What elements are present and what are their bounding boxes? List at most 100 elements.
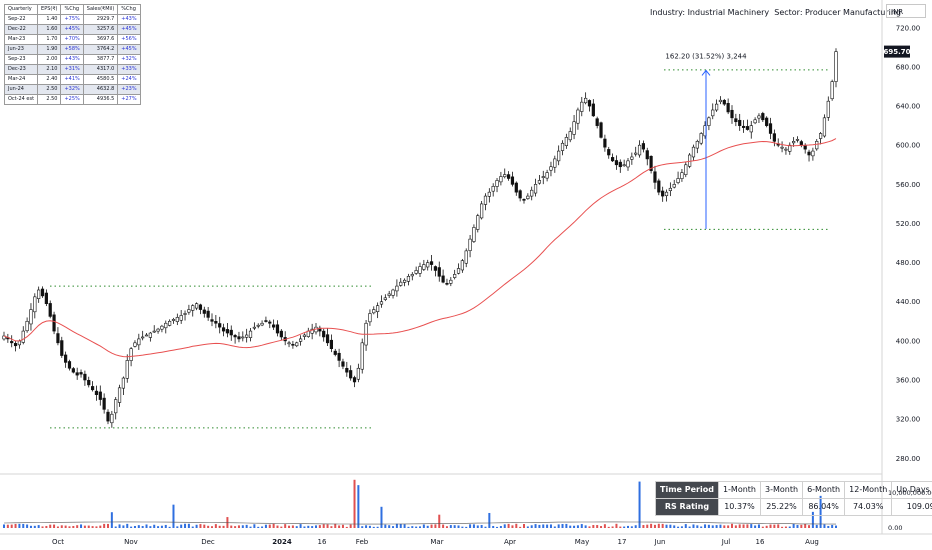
volume-bar: [499, 526, 502, 528]
support-resistance-levels: [50, 69, 828, 429]
candle-body: [325, 334, 330, 344]
candle: [753, 117, 757, 125]
table-cell: 1.90: [37, 44, 62, 55]
volume-bar: [831, 524, 834, 528]
volume-bar: [18, 523, 21, 528]
candle: [614, 155, 619, 170]
candle: [726, 98, 730, 115]
candle: [765, 116, 769, 128]
candle: [275, 320, 280, 337]
table-cell: 2.00: [37, 54, 62, 65]
volume-bar: [95, 526, 98, 528]
candle-body: [191, 305, 195, 311]
candle-body: [480, 203, 484, 219]
candle-body: [553, 158, 557, 168]
rs-period-label: 6-Month: [802, 481, 846, 499]
time-tick-label: Mar: [430, 538, 443, 546]
volume-bar: [503, 524, 506, 528]
candle: [310, 323, 314, 340]
time-axis: Oct Nov Dec 2024 16 Feb Mar Apr May 17 Jun Jul 16 Aug: [52, 538, 819, 546]
candle-body: [368, 313, 372, 323]
price-tick-label: 560.00: [896, 181, 921, 189]
time-tick-label: Jun: [654, 538, 666, 546]
volume-bar: [746, 524, 749, 528]
candle: [25, 317, 29, 333]
candle-body: [341, 361, 345, 367]
candle-body: [360, 342, 364, 370]
candle: [483, 193, 488, 211]
candle: [533, 178, 538, 197]
candle-body: [129, 348, 133, 361]
table-cell: +31%: [60, 64, 84, 75]
table-cell: +45%: [117, 44, 141, 55]
candle-body: [345, 368, 349, 373]
table-row: Dec-22 1.60 +45% 3257.6 +45%: [3, 24, 141, 35]
volume-bar: [199, 524, 202, 528]
candle-body: [114, 399, 118, 414]
candle: [480, 201, 484, 220]
volume-bar: [434, 524, 437, 528]
volume-bar: [261, 526, 264, 528]
rs-period-label: 1-Month: [717, 481, 762, 499]
candle-body: [599, 122, 603, 138]
volume-bar: [372, 526, 375, 528]
volume-bar: [341, 524, 344, 528]
candle-body: [75, 372, 79, 376]
table-cell: +58%: [60, 44, 84, 55]
volume-bar: [257, 526, 260, 528]
candle: [302, 333, 307, 340]
candle: [607, 146, 611, 159]
price-tick-label: 600.00: [896, 142, 921, 150]
candle-body: [464, 250, 468, 264]
candle: [780, 141, 784, 153]
table-cell: Oct-24 est: [3, 94, 39, 105]
candle: [688, 153, 692, 169]
volume-bar: [445, 526, 448, 528]
candle-body: [433, 266, 438, 271]
candle-body: [803, 145, 807, 150]
volume-bar: [407, 526, 410, 528]
candle-body: [387, 293, 391, 296]
volume-bar: [41, 526, 44, 528]
rs-value: 109.09%: [891, 498, 932, 516]
volume-bar: [835, 525, 837, 528]
table-cell: +43%: [117, 14, 141, 25]
candle: [414, 266, 418, 275]
volume-bar: [596, 525, 599, 528]
candle: [206, 307, 210, 321]
candle: [152, 325, 156, 333]
volume-bar: [738, 524, 741, 528]
candle: [268, 319, 272, 329]
candle-body: [414, 270, 418, 274]
candle: [52, 311, 56, 335]
candle: [761, 111, 765, 123]
volume-bar: [280, 526, 283, 528]
candle-body: [410, 274, 414, 277]
volume-bar: [64, 525, 67, 528]
volume-bar: [711, 525, 714, 528]
candle-body: [90, 386, 95, 391]
candle: [191, 304, 195, 317]
candle: [684, 161, 688, 178]
candle-body: [526, 195, 530, 199]
candle: [21, 326, 25, 345]
currency-selector[interactable]: INR: [886, 4, 926, 18]
rs-value: 86.04%: [802, 498, 846, 516]
candle-body: [495, 180, 499, 187]
volume-bar: [688, 526, 691, 528]
last-price-badge: [884, 45, 910, 58]
candle-body: [33, 296, 37, 313]
volume-bar: [76, 525, 79, 528]
candle-body: [522, 199, 526, 201]
candle-body: [557, 150, 561, 162]
volume-bar: [203, 524, 206, 528]
candle-body: [137, 338, 141, 346]
price-tick-label: 320.00: [896, 416, 921, 424]
candle-body: [730, 109, 734, 119]
candle: [171, 317, 176, 324]
volume-bar: [295, 526, 298, 528]
volume-bar: [438, 514, 441, 528]
candle-body: [834, 51, 838, 82]
